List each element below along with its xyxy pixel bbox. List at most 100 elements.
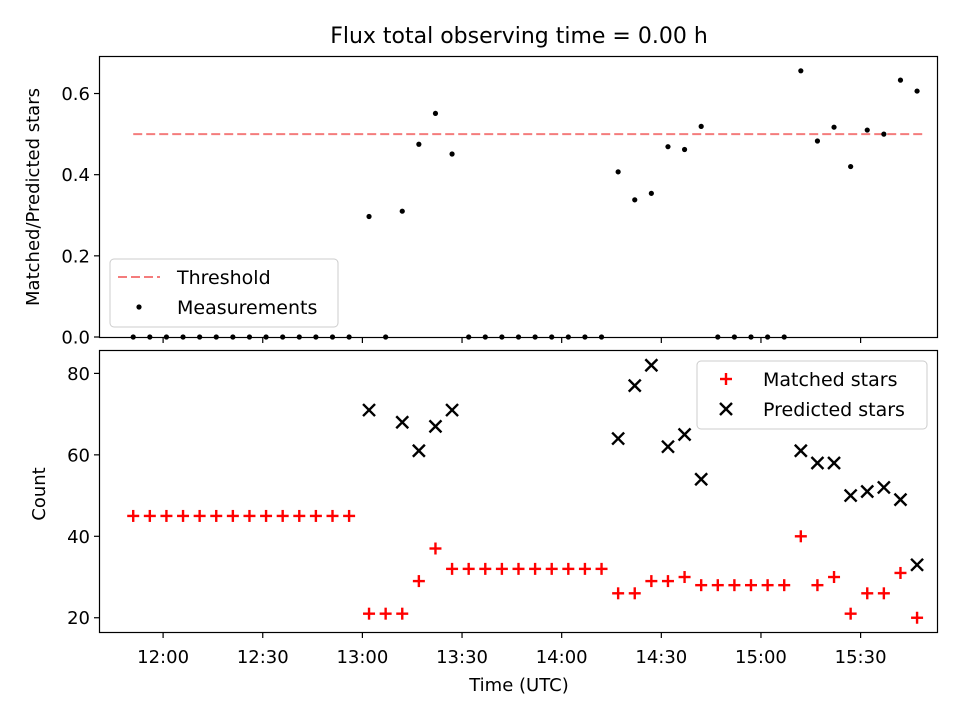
predicted-stars-point (910, 557, 924, 572)
matched-stars-point (429, 542, 442, 555)
matched-stars-point (260, 509, 273, 522)
measurement-point (648, 190, 654, 196)
matched-stars-point (243, 509, 256, 522)
matched-stars-point (695, 579, 708, 592)
x-tick-label: 15:00 (735, 647, 787, 668)
matched-stars-point (160, 509, 173, 522)
y-tick-label: 0.4 (61, 165, 90, 186)
matched-stars-point (462, 562, 475, 575)
chart-title: Flux total observing time = 0.00 h (330, 24, 708, 49)
count-plot-frame (98, 349, 939, 634)
predicted-stars-point (445, 403, 459, 417)
ratio-y-ticks: 0.0 0.2 0.4 0.6 (61, 84, 100, 349)
ratio-panel: 0.0 0.2 0.4 0.6 Matched/Predicted stars Thr… (23, 55, 939, 349)
predicted-stars-point (677, 427, 692, 442)
ratio-legend-box (109, 258, 339, 328)
y-tick-label: 80 (67, 364, 90, 385)
matched-stars-point (728, 579, 741, 592)
predicted-stars-point (428, 419, 443, 434)
measurement-point (632, 197, 638, 203)
matched-stars-point (446, 562, 459, 575)
predicted-stars-point (793, 443, 808, 458)
matched-stars-point (479, 562, 492, 575)
matched-stars-point (326, 509, 339, 522)
matched-stars-point (127, 509, 140, 522)
x-tick-label: 12:00 (137, 647, 189, 668)
measurement-point (615, 169, 621, 175)
y-tick-label: 40 (67, 527, 90, 548)
matched-stars-point (396, 607, 409, 620)
measurement-point (399, 208, 405, 214)
matched-stars-point (711, 579, 724, 592)
legend-threshold-label: Threshold (176, 267, 271, 289)
ratio-legend: Threshold Measurements (109, 258, 339, 328)
predicted-stars-point (827, 456, 841, 470)
matched-stars-point (210, 509, 223, 522)
predicted-stars-point (395, 415, 410, 430)
matched-stars-point (595, 562, 608, 575)
matched-stars-point (661, 575, 674, 588)
matched-stars-point (276, 509, 289, 522)
matched-stars-point (778, 579, 791, 592)
predicted-stars-point (877, 480, 891, 495)
predicted-stars-point (644, 358, 659, 373)
count-legend-box (696, 360, 928, 430)
matched-stars-point (545, 562, 558, 575)
matched-stars-point (343, 509, 356, 522)
legend-measurements-swatch (136, 304, 142, 310)
measurement-point (881, 131, 887, 137)
matched-stars-point (794, 530, 807, 543)
matched-stars-point (412, 575, 425, 588)
legend-matched-label: Matched stars (763, 369, 897, 391)
matched-stars-point (562, 562, 575, 575)
x-tick-label: 13:30 (436, 647, 488, 668)
matched-stars-point (495, 562, 508, 575)
count-y-ticks: 20 40 60 80 (67, 364, 100, 629)
legend-predicted-label: Predicted stars (763, 399, 905, 421)
predicted-stars-point (860, 484, 875, 499)
predicted-stars-point (694, 472, 709, 487)
legend-measurements-label: Measurements (177, 297, 317, 319)
ratio-y-axis-label: Matched/Predicted stars (23, 88, 44, 306)
predicted-stars-point (362, 403, 376, 417)
predicted-stars-point (412, 443, 426, 458)
matched-stars-point (761, 579, 774, 592)
matched-stars-point (828, 571, 841, 584)
x-tick-label: 14:30 (635, 647, 687, 668)
matched-stars-point (811, 579, 824, 592)
legend-matched-swatch (720, 373, 732, 385)
matched-stars-point (745, 579, 757, 592)
matched-stars-point (309, 509, 322, 522)
predicted-stars-point (611, 431, 625, 446)
measurement-point (798, 68, 804, 74)
count-y-axis-label: Count (29, 467, 50, 520)
count-x-ticks: 12:00 12:30 13:00 13:30 14:00 14:30 15:00 15:30 (137, 632, 887, 668)
matched-stars-point (894, 566, 907, 579)
matched-stars-point (143, 509, 156, 522)
matched-stars-point (363, 607, 376, 620)
matched-stars-point (628, 587, 641, 600)
x-tick-label: 12:30 (237, 647, 289, 668)
matched-stars-point (226, 509, 239, 522)
measurement-point (432, 110, 439, 117)
predicted-stars-point (810, 456, 825, 470)
ratio-plot-marks (130, 68, 924, 340)
measurement-point (366, 213, 372, 220)
predicted-stars-point (893, 492, 908, 507)
predicted-stars-point (627, 378, 642, 393)
matched-stars-point (861, 587, 874, 600)
y-tick-label: 0.2 (61, 246, 90, 267)
measurement-point (864, 127, 870, 133)
matched-stars-point (844, 607, 857, 620)
measurement-point (814, 138, 821, 144)
measurement-point (665, 144, 671, 150)
count-legend: Matched stars Predicted stars (696, 360, 928, 430)
matched-stars-point (193, 509, 206, 522)
x-tick-label: 13:00 (336, 647, 388, 668)
x-tick-label: 15:30 (835, 647, 887, 668)
measurement-point (449, 151, 455, 157)
matched-stars-point (512, 562, 525, 575)
